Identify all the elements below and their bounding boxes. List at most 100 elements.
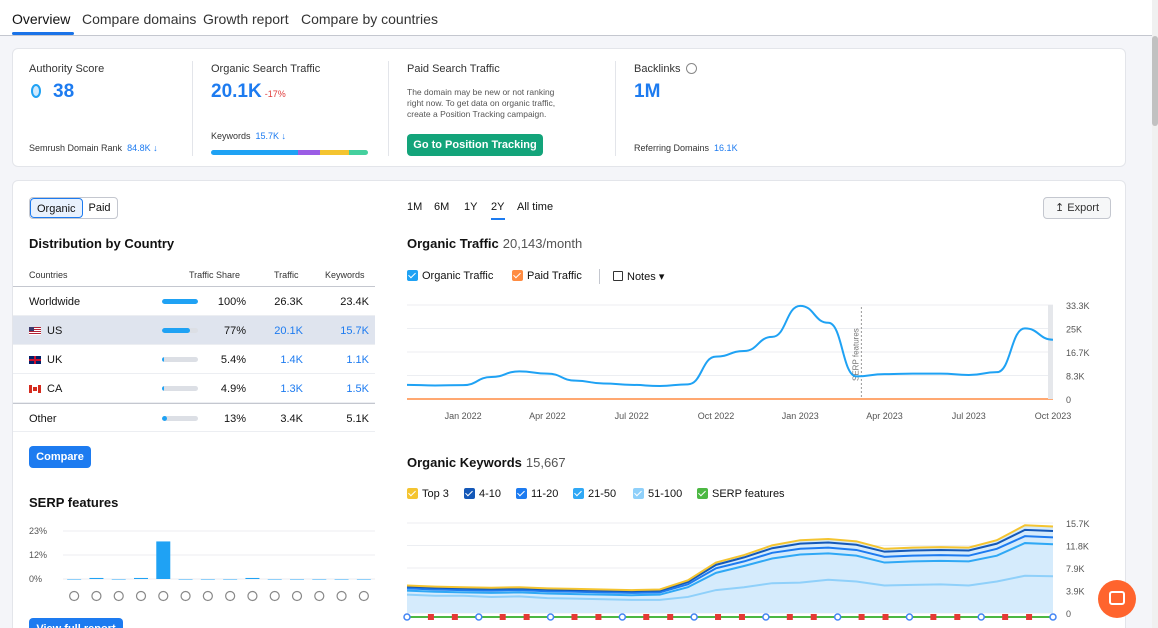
authority-score-label[interactable]: Authority Score (29, 63, 105, 75)
keywords-value[interactable]: 15.7K (340, 325, 369, 337)
keywords-value[interactable]: 1.5K (346, 383, 369, 395)
google-marker (905, 613, 914, 621)
country-name: Other (29, 413, 57, 425)
legend-paid-traffic[interactable]: Paid Traffic (512, 270, 582, 282)
col-traffic-share[interactable]: Traffic Share (189, 270, 241, 280)
legend-organic-traffic[interactable]: Organic Traffic (407, 270, 493, 282)
google-marker (833, 613, 842, 621)
share-bar-fill (162, 328, 190, 333)
tab-overview[interactable]: Overview (12, 11, 71, 27)
backlinks-metric: Backlinks 1M Referring Domains 16.1K (634, 49, 834, 168)
organic-keywords-title: Organic Keywords 15,667 (407, 455, 566, 470)
serp-feature-bar (356, 579, 371, 580)
table-row[interactable]: Other 13% 3.4K 5.1K (13, 403, 375, 432)
referring-domains-label: Referring Domains (634, 143, 710, 153)
scrollbar-thumb[interactable] (1152, 36, 1158, 126)
authority-score-value[interactable]: 38 (53, 81, 75, 102)
traffic-value: 3.4K (280, 413, 303, 425)
keywords-value[interactable]: 15.7K ↓ (255, 131, 287, 141)
period-1y[interactable]: 1Y (464, 201, 478, 213)
go-to-position-tracking-button[interactable]: Go to Position Tracking (407, 134, 543, 156)
y-tick-label: 11.8K (1066, 542, 1089, 552)
domain-rank-label: Semrush Domain Rank (29, 143, 123, 153)
country-label: UK (47, 354, 63, 366)
series-line-top-3 (406, 524, 1054, 592)
series-line-4-10 (406, 528, 1054, 593)
serp-feature-bar (89, 577, 104, 579)
traffic-value[interactable]: 1.3K (280, 383, 303, 395)
tab-compare-domains[interactable]: Compare domains (82, 11, 197, 27)
compare-button[interactable]: Compare (29, 446, 91, 468)
x-tick-label: Apr 2023 (866, 411, 903, 421)
distribution-title: Distribution by Country (29, 236, 175, 251)
organic-traffic-value[interactable]: 20.1K -17% (211, 81, 286, 103)
view-full-report-button[interactable]: View full report (29, 618, 123, 628)
x-tick-label: Apr 2022 (529, 411, 566, 421)
col-traffic[interactable]: Traffic (274, 270, 299, 280)
keywords-value: 23.4K (340, 296, 369, 308)
scrollbar[interactable] (1152, 0, 1158, 628)
serp-flag-marker (954, 614, 961, 620)
backlinks-value[interactable]: 1M (634, 81, 661, 102)
serp-flag-marker (595, 614, 602, 620)
referring-domains-value[interactable]: 16.1K (714, 143, 738, 153)
serp-flag-marker (738, 614, 745, 620)
country-name: Worldwide (29, 296, 81, 308)
share-bar-fill (162, 299, 198, 304)
organic-keywords-subtitle: 15,667 (525, 455, 566, 470)
period-6m[interactable]: 6M (434, 201, 450, 213)
legend-21-50[interactable]: 21-50 (573, 488, 616, 500)
google-marker (403, 613, 411, 621)
google-marker (690, 613, 698, 621)
y-tick-label: 0 (1066, 609, 1071, 619)
legend-4-10[interactable]: 4-10 (464, 488, 501, 500)
serp-feature-bar (200, 579, 215, 580)
tab-compare-by-countries[interactable]: Compare by countries (301, 11, 438, 27)
toggle-organic[interactable]: Organic (30, 198, 83, 218)
traffic-value[interactable]: 1.4K (280, 354, 303, 366)
organic-traffic-subtitle: 20,143/month (502, 236, 583, 251)
table-row[interactable]: CA 4.9% 1.3K 1.5K (13, 374, 375, 403)
google-marker (618, 613, 627, 621)
google-marker (762, 613, 770, 621)
y-tick-label: 7.9K (1066, 564, 1085, 574)
x-tick-label: Jul 2023 (952, 411, 986, 421)
period-all-time[interactable]: All time (517, 201, 554, 213)
domain-rank-value[interactable]: 84.8K ↓ (127, 143, 158, 153)
checkbox-icon (573, 488, 584, 499)
traffic-value[interactable]: 20.1K (274, 325, 303, 337)
x-tick-label: Oct 2023 (1035, 411, 1072, 421)
main-card: Organic Paid Distribution by Country Cou… (12, 180, 1126, 628)
info-icon[interactable] (685, 63, 697, 74)
legend-serp-features[interactable]: SERP features (697, 488, 785, 500)
table-row[interactable]: Worldwide 100% 26.3K 23.4K (13, 287, 375, 316)
chat-icon (1109, 591, 1125, 605)
ca-flag-icon (29, 385, 41, 393)
share-bar (162, 416, 198, 421)
y-tick-label: 16.7K (1066, 348, 1090, 358)
legend-label: Paid Traffic (527, 270, 582, 282)
period-2y[interactable]: 2Y (491, 201, 505, 213)
period-1m[interactable]: 1M (407, 201, 423, 213)
toggle-paid[interactable]: Paid (88, 202, 111, 214)
us-flag-icon (29, 327, 41, 335)
notes-dropdown[interactable]: Notes ▾ (613, 270, 664, 283)
backlinks-label[interactable]: Backlinks (634, 63, 697, 75)
col-keywords[interactable]: Keywords (325, 270, 365, 280)
google-marker (546, 613, 555, 621)
organic-traffic-label[interactable]: Organic Search Traffic (211, 63, 321, 75)
legend-51-100[interactable]: 51-100 (633, 488, 682, 500)
legend-11-20[interactable]: 11-20 (516, 488, 558, 500)
legend-top-3[interactable]: Top 3 (407, 488, 449, 500)
serp-feature-icon (269, 590, 280, 602)
serp-feature-bar (245, 577, 260, 579)
x-tick-label: Jul 2022 (615, 411, 649, 421)
tab-growth-report[interactable]: Growth report (203, 11, 289, 27)
keywords-value[interactable]: 1.1K (346, 354, 369, 366)
table-row[interactable]: UK 5.4% 1.4K 1.1K (13, 345, 375, 374)
paid-traffic-label[interactable]: Paid Search Traffic (407, 63, 500, 75)
export-button[interactable]: ↥ Export (1043, 197, 1111, 219)
chat-button[interactable] (1098, 580, 1136, 618)
traffic-share: 77% (223, 325, 246, 337)
table-row[interactable]: US 77% 20.1K 15.7K (13, 316, 375, 345)
